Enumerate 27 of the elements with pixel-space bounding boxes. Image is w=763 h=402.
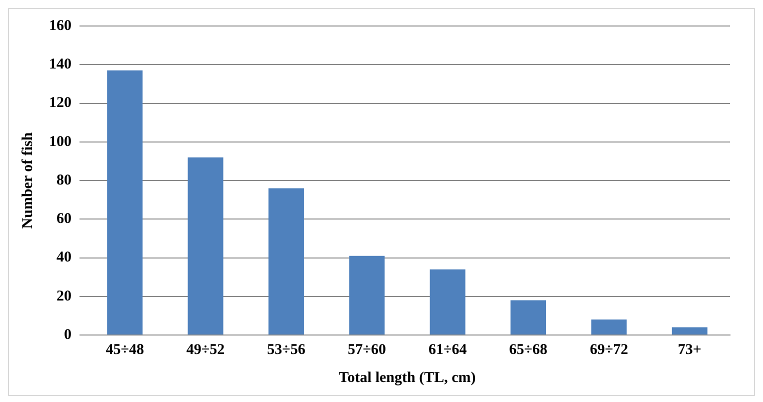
y-tick-label: 40	[56, 250, 72, 266]
bar	[672, 327, 708, 334]
x-tick-label: 53÷56	[267, 342, 306, 358]
x-tick-label: 61÷64	[428, 342, 468, 358]
x-tick-label: 49÷52	[186, 342, 225, 358]
y-tick-label: 80	[56, 172, 72, 188]
bar	[349, 256, 385, 334]
y-tick-label: 160	[49, 18, 72, 34]
y-tick-label: 100	[49, 134, 72, 150]
y-tick-label: 120	[49, 95, 72, 112]
y-tick-label: 60	[56, 211, 72, 227]
bar	[107, 70, 143, 334]
bar	[591, 320, 627, 334]
x-axis-title: Total length (TL, cm)	[338, 370, 476, 386]
y-tick-label: 20	[56, 288, 72, 304]
bar	[188, 157, 224, 334]
x-tick-label: 57÷60	[348, 342, 386, 358]
bar	[510, 300, 546, 334]
bar	[268, 188, 304, 334]
y-axis-title: Number of fish	[20, 132, 36, 229]
x-tick-label: 45÷48	[106, 342, 144, 358]
y-tick-label: 140	[49, 56, 72, 72]
x-tick-label: 65÷68	[509, 342, 548, 358]
bar	[430, 269, 466, 334]
x-tick-label: 73+	[678, 342, 702, 358]
x-tick-label: 69÷72	[590, 342, 628, 358]
y-tick-label: 0	[64, 326, 72, 343]
